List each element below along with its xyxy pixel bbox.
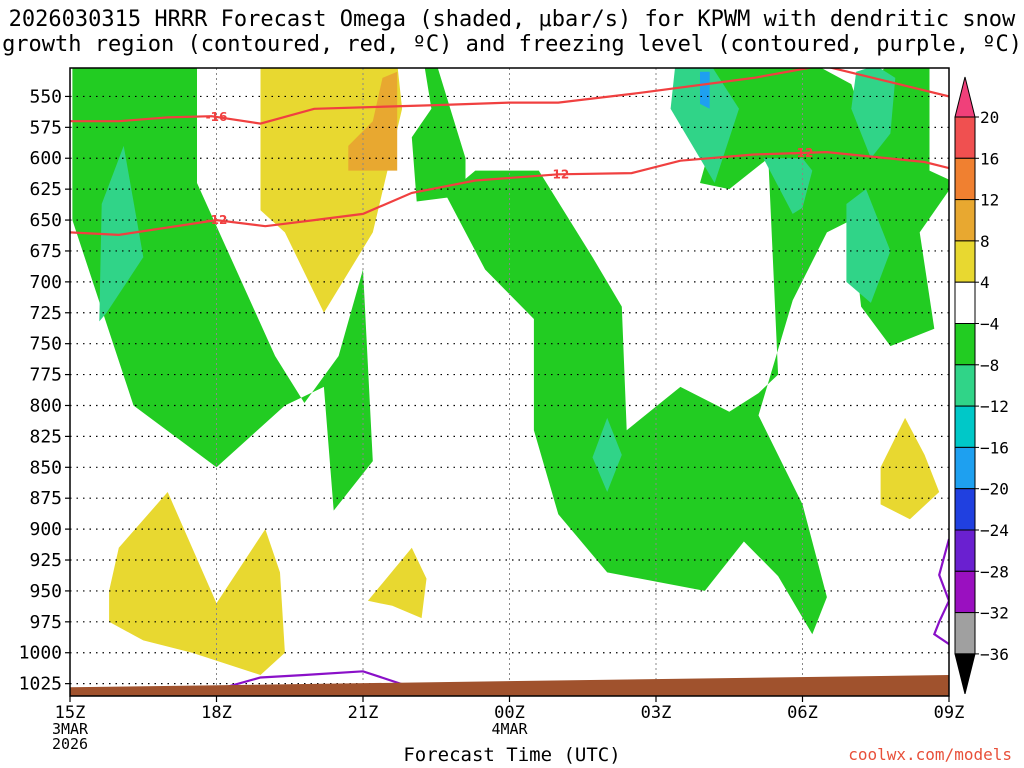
dgz-contour-0 — [70, 68, 949, 125]
colorbar-box-11 — [954, 529, 976, 572]
colorbar-box-4 — [954, 240, 976, 283]
colorbar-box-7 — [954, 364, 976, 407]
colorbar-label-4: 4 — [980, 273, 990, 292]
x-tick-label-09Z: 09Z — [934, 703, 965, 723]
dgz-contour-label-2: -12 — [547, 167, 569, 181]
colorbar-box-8 — [954, 405, 976, 448]
y-tick-label-825: 825 — [29, 426, 62, 447]
omega-region-0 — [72, 68, 373, 511]
y-tick-label-600: 600 — [29, 148, 62, 169]
y-tick-label-725: 725 — [29, 303, 62, 324]
colorbar-label-8: −16 — [980, 438, 1009, 457]
colorbar-box-13 — [954, 612, 976, 655]
plot-area: -16 -12 -12 -12 — [70, 68, 949, 696]
colorbar-label-0: 20 — [980, 108, 999, 127]
y-tick-label-550: 550 — [29, 86, 62, 107]
colorbar-label-13: −36 — [980, 645, 1009, 664]
colorbar-label-2: 12 — [980, 191, 999, 210]
y-tick-label-950: 950 — [29, 581, 62, 602]
omega-region-9 — [592, 417, 622, 492]
omega-region-14 — [367, 547, 427, 619]
colorbar-label-10: −24 — [980, 521, 1009, 540]
y-tick-label-900: 900 — [29, 519, 62, 540]
freezing-level-contour-1 — [932, 538, 949, 646]
omega-region-12 — [348, 71, 398, 171]
y-tick-label-700: 700 — [29, 272, 62, 293]
colorbar-box-10 — [954, 488, 976, 531]
y-tick-label-575: 575 — [29, 117, 62, 138]
y-tick-label-975: 975 — [29, 612, 62, 633]
x-tick-label-18Z: 18Z — [201, 703, 232, 723]
colorbar-label-11: −28 — [980, 562, 1009, 581]
omega-region-10 — [700, 71, 710, 109]
omega-region-8 — [846, 189, 891, 303]
terrain-fill — [70, 675, 949, 696]
colorbar-box-1 — [954, 116, 976, 159]
x-tick-sublabel-3MAR: 3MAR — [52, 720, 89, 738]
omega-region-7 — [763, 158, 813, 214]
colorbar-box-5 — [954, 281, 976, 325]
x-tick-label-00Z: 00Z — [494, 703, 525, 723]
dgz-contour-1 — [70, 150, 949, 237]
colorbar-label-5: −4 — [980, 315, 999, 334]
dgz-contour-label-3: -12 — [792, 146, 814, 160]
x-tick-label-06Z: 06Z — [787, 703, 818, 723]
x-tick-sublabel-4MAR: 4MAR — [491, 720, 528, 738]
omega-region-13 — [109, 492, 285, 675]
colorbar-top-arrow — [954, 76, 976, 118]
omega-region-3 — [446, 68, 949, 635]
colorbar-label-6: −8 — [980, 356, 999, 375]
y-tick-label-1000: 1000 — [19, 643, 62, 664]
x-tick-label-21Z: 21Z — [348, 703, 379, 723]
omega-region-15 — [880, 417, 940, 520]
chart-title-line2: growth region (contoured, red, ºC) and f… — [2, 32, 1022, 57]
x-tick-sublabel-2026: 2026 — [52, 735, 88, 753]
dgz-contour-label-0: -16 — [206, 110, 228, 124]
colorbar-box-6 — [954, 323, 976, 366]
x-tick-label-03Z: 03Z — [641, 703, 672, 723]
colorbar-box-12 — [954, 570, 976, 614]
y-tick-label-675: 675 — [29, 241, 62, 262]
colorbar-box-3 — [954, 199, 976, 242]
y-tick-label-625: 625 — [29, 179, 62, 200]
site-credit[interactable]: coolwx.com/models — [848, 745, 1012, 764]
y-tick-label-925: 925 — [29, 550, 62, 571]
colorbar-label-12: −32 — [980, 604, 1009, 623]
y-tick-label-875: 875 — [29, 488, 62, 509]
colorbar-label-9: −20 — [980, 480, 1009, 499]
colorbar-box-9 — [954, 446, 976, 490]
colorbar-box-2 — [954, 157, 976, 201]
y-tick-label-850: 850 — [29, 457, 62, 478]
y-tick-label-1025: 1025 — [19, 674, 62, 695]
chart-title-line1: 2026030315 HRRR Forecast Omega (shaded, … — [8, 7, 1016, 32]
colorbar-bottom-arrow — [954, 653, 976, 695]
colorbar-label-3: 8 — [980, 232, 990, 251]
colorbar-label-1: 16 — [980, 149, 999, 168]
y-tick-label-775: 775 — [29, 365, 62, 386]
x-tick-label-15Z: 15Z — [55, 703, 86, 723]
omega-region-2 — [411, 68, 466, 202]
dgz-contour-label-1: -12 — [206, 213, 228, 227]
colorbar-label-7: −12 — [980, 397, 1009, 416]
y-tick-label-750: 750 — [29, 334, 62, 355]
y-tick-label-650: 650 — [29, 210, 62, 231]
omega-region-6 — [851, 68, 896, 159]
x-axis-label: Forecast Time (UTC) — [403, 744, 621, 766]
y-tick-label-800: 800 — [29, 395, 62, 416]
